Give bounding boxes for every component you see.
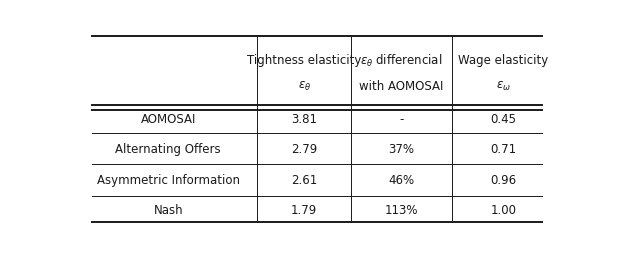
Text: Alternating Offers: Alternating Offers xyxy=(116,142,221,155)
Text: Wage elasticity: Wage elasticity xyxy=(459,54,549,67)
Text: $\epsilon_{\theta}$ differencial: $\epsilon_{\theta}$ differencial xyxy=(360,53,442,69)
Text: -: - xyxy=(399,113,404,125)
Text: 46%: 46% xyxy=(389,174,415,187)
Text: 0.71: 0.71 xyxy=(491,142,517,155)
Text: 0.45: 0.45 xyxy=(491,113,517,125)
Text: 2.79: 2.79 xyxy=(291,142,318,155)
Text: 1.79: 1.79 xyxy=(291,204,318,217)
Text: 1.00: 1.00 xyxy=(491,204,517,217)
Text: 37%: 37% xyxy=(389,142,415,155)
Text: AOMOSAI: AOMOSAI xyxy=(140,113,196,125)
Text: 3.81: 3.81 xyxy=(291,113,317,125)
Text: 0.96: 0.96 xyxy=(491,174,517,187)
Text: Nash: Nash xyxy=(153,204,183,217)
Text: Asymmetric Information: Asymmetric Information xyxy=(97,174,240,187)
Text: 113%: 113% xyxy=(385,204,418,217)
Text: with AOMOSAI: with AOMOSAI xyxy=(359,80,444,93)
Text: Tightness elasticity: Tightness elasticity xyxy=(247,54,362,67)
Text: 2.61: 2.61 xyxy=(291,174,318,187)
Text: $\epsilon_{\theta}$: $\epsilon_{\theta}$ xyxy=(298,80,311,93)
Text: $\epsilon_{\omega}$: $\epsilon_{\omega}$ xyxy=(496,80,511,93)
